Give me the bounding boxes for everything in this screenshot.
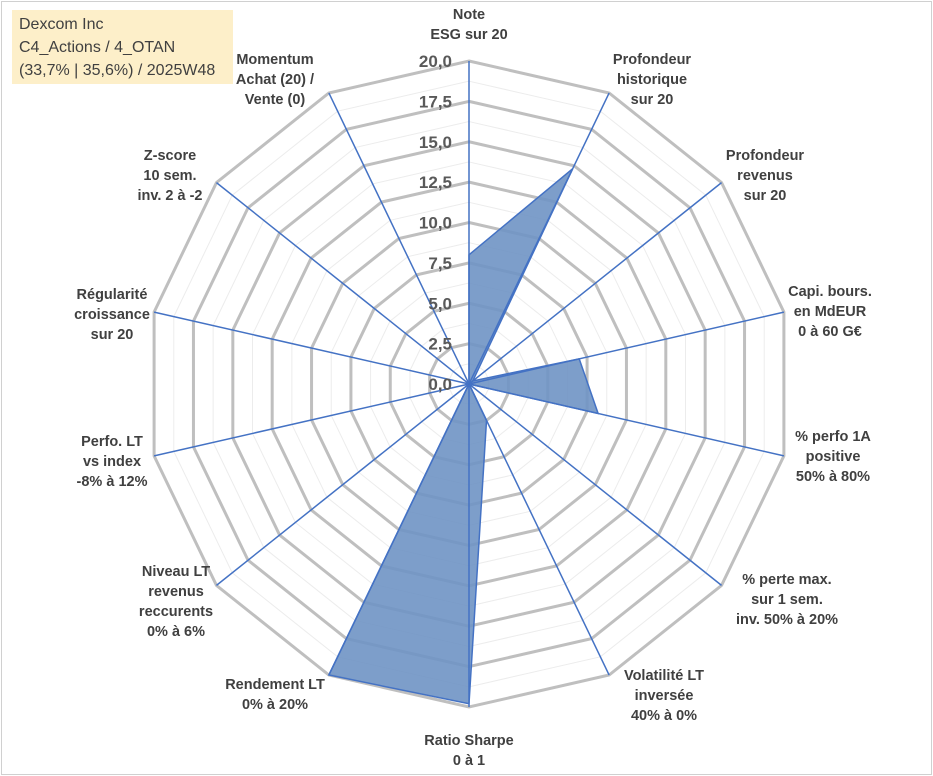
axis-label-line: Régularité: [76, 287, 148, 303]
axis-label-line: Momentum: [236, 52, 314, 68]
tick-label: 17,5: [419, 92, 452, 111]
axis-line: [216, 182, 470, 385]
axis-label-line: croissance: [74, 307, 150, 323]
axis-category-label: Profondeur revenus sur 20: [726, 146, 804, 206]
axis-label-line: Note: [452, 7, 486, 23]
axis-category-label: Ratio Sharpe 0 à 1: [424, 731, 513, 771]
axis-label-line: Niveau LT: [141, 564, 211, 580]
tick-label: 12,5: [419, 173, 452, 192]
axis-label-line: positive: [805, 449, 861, 465]
axis-line: [468, 182, 722, 385]
axis-label-line: 50% à 80%: [795, 469, 871, 485]
axis-label-line: inversée: [634, 688, 694, 704]
axis-label-line: 0 à 1: [452, 753, 486, 769]
axis-label-line: inv. 2 à -2: [137, 188, 203, 204]
tick-label: 15,0: [419, 133, 452, 152]
axis-line: [468, 383, 610, 676]
axis-label-line: Perfo. LT: [81, 434, 143, 450]
axis-label-line: sur 20: [743, 188, 787, 204]
legend-line: C4_Actions / 4_OTAN: [19, 39, 176, 56]
axis-category-label: Régularité croissance sur 20: [74, 285, 150, 345]
axis-line: [468, 383, 785, 457]
axis-category-label: % perte max. sur 1 sem. inv. 50% à 20%: [736, 570, 838, 630]
axis-label-line: 10 sem.: [143, 168, 197, 184]
axis-category-label: Note ESG sur 20: [430, 5, 507, 45]
axis-label-line: inv. 50% à 20%: [735, 612, 839, 628]
axis-line: [468, 311, 785, 385]
tick-label: 20,0: [419, 52, 452, 71]
axis-label-line: 0% à 20%: [241, 697, 309, 713]
legend-line: (33,7% | 35,6%) / 2025W48: [19, 62, 216, 79]
axis-label-line: 0% à 6%: [146, 624, 206, 640]
axis-line: [328, 383, 470, 676]
tick-label: 5,0: [428, 294, 452, 313]
axis-category-label: Profondeur historique sur 20: [613, 50, 691, 110]
axis-line: [153, 311, 470, 385]
axis-label-line: Volatilité LT: [623, 668, 705, 684]
legend-box: Dexcom Inc C4_Actions / 4_OTAN (33,7% | …: [12, 10, 233, 84]
axis-label-line: sur 20: [90, 327, 134, 343]
axis-label-line: sur 1 sem.: [751, 592, 823, 608]
axis-category-label: Volatilité LT inversée 40% à 0%: [624, 666, 704, 726]
axis-label-line: Profondeur: [725, 148, 805, 164]
axis-label-line: en MdEUR: [793, 304, 867, 320]
axis-category-label: Momentum Achat (20) / Vente (0): [236, 50, 314, 110]
axis-label-line: Achat (20) /: [235, 72, 315, 88]
axis-label-line: Ratio Sharpe: [424, 733, 514, 749]
tick-label: 0,0: [428, 375, 452, 394]
axis-label-line: Capi. bours.: [788, 284, 872, 300]
axis-category-label: % perfo 1A positive 50% à 80%: [795, 427, 871, 487]
axis-label-line: -8% à 12%: [76, 474, 148, 490]
axis-label-line: 40% à 0%: [630, 708, 698, 724]
series-area: [327, 168, 600, 705]
axis-label-line: Vente (0): [244, 92, 306, 108]
axis-line: [468, 383, 722, 586]
axis-label-line: vs index: [82, 454, 142, 470]
axis-category-label: Perfo. LT vs index -8% à 12%: [77, 432, 148, 492]
axis-line: [216, 383, 470, 586]
axis-category-label: Capi. bours. en MdEUR 0 à 60 G€: [788, 282, 872, 342]
axis-category-label: Rendement LT 0% à 20%: [225, 675, 325, 715]
legend-line: Dexcom Inc: [19, 16, 104, 33]
axis-line: [153, 383, 470, 457]
axis-label-line: 0 à 60 G€: [798, 324, 862, 340]
axis-label-line: Z-score: [143, 148, 197, 164]
axis-line: [468, 92, 610, 385]
axis-label-line: % perte max.: [742, 572, 832, 588]
tick-label: 10,0: [419, 214, 452, 233]
tick-label: 2,5: [428, 335, 452, 354]
axis-label-line: Profondeur: [612, 52, 692, 68]
axis-label-line: sur 20: [630, 92, 674, 108]
tick-label: 7,5: [428, 254, 452, 273]
axis-category-label: Niveau LT revenus reccurents 0% à 6%: [139, 562, 213, 642]
axis-label-line: revenus: [737, 168, 793, 184]
axis-label-line: reccurents: [138, 604, 214, 620]
axis-label-line: % perfo 1A: [795, 429, 871, 445]
axis-label-line: Rendement LT: [225, 677, 325, 693]
axis-line: [328, 92, 470, 385]
axis-label-line: ESG sur 20: [430, 27, 508, 43]
axis-label-line: revenus: [148, 584, 204, 600]
axis-category-label: Z-score 10 sem. inv. 2 à -2: [137, 146, 202, 206]
axis-label-line: historique: [616, 72, 688, 88]
